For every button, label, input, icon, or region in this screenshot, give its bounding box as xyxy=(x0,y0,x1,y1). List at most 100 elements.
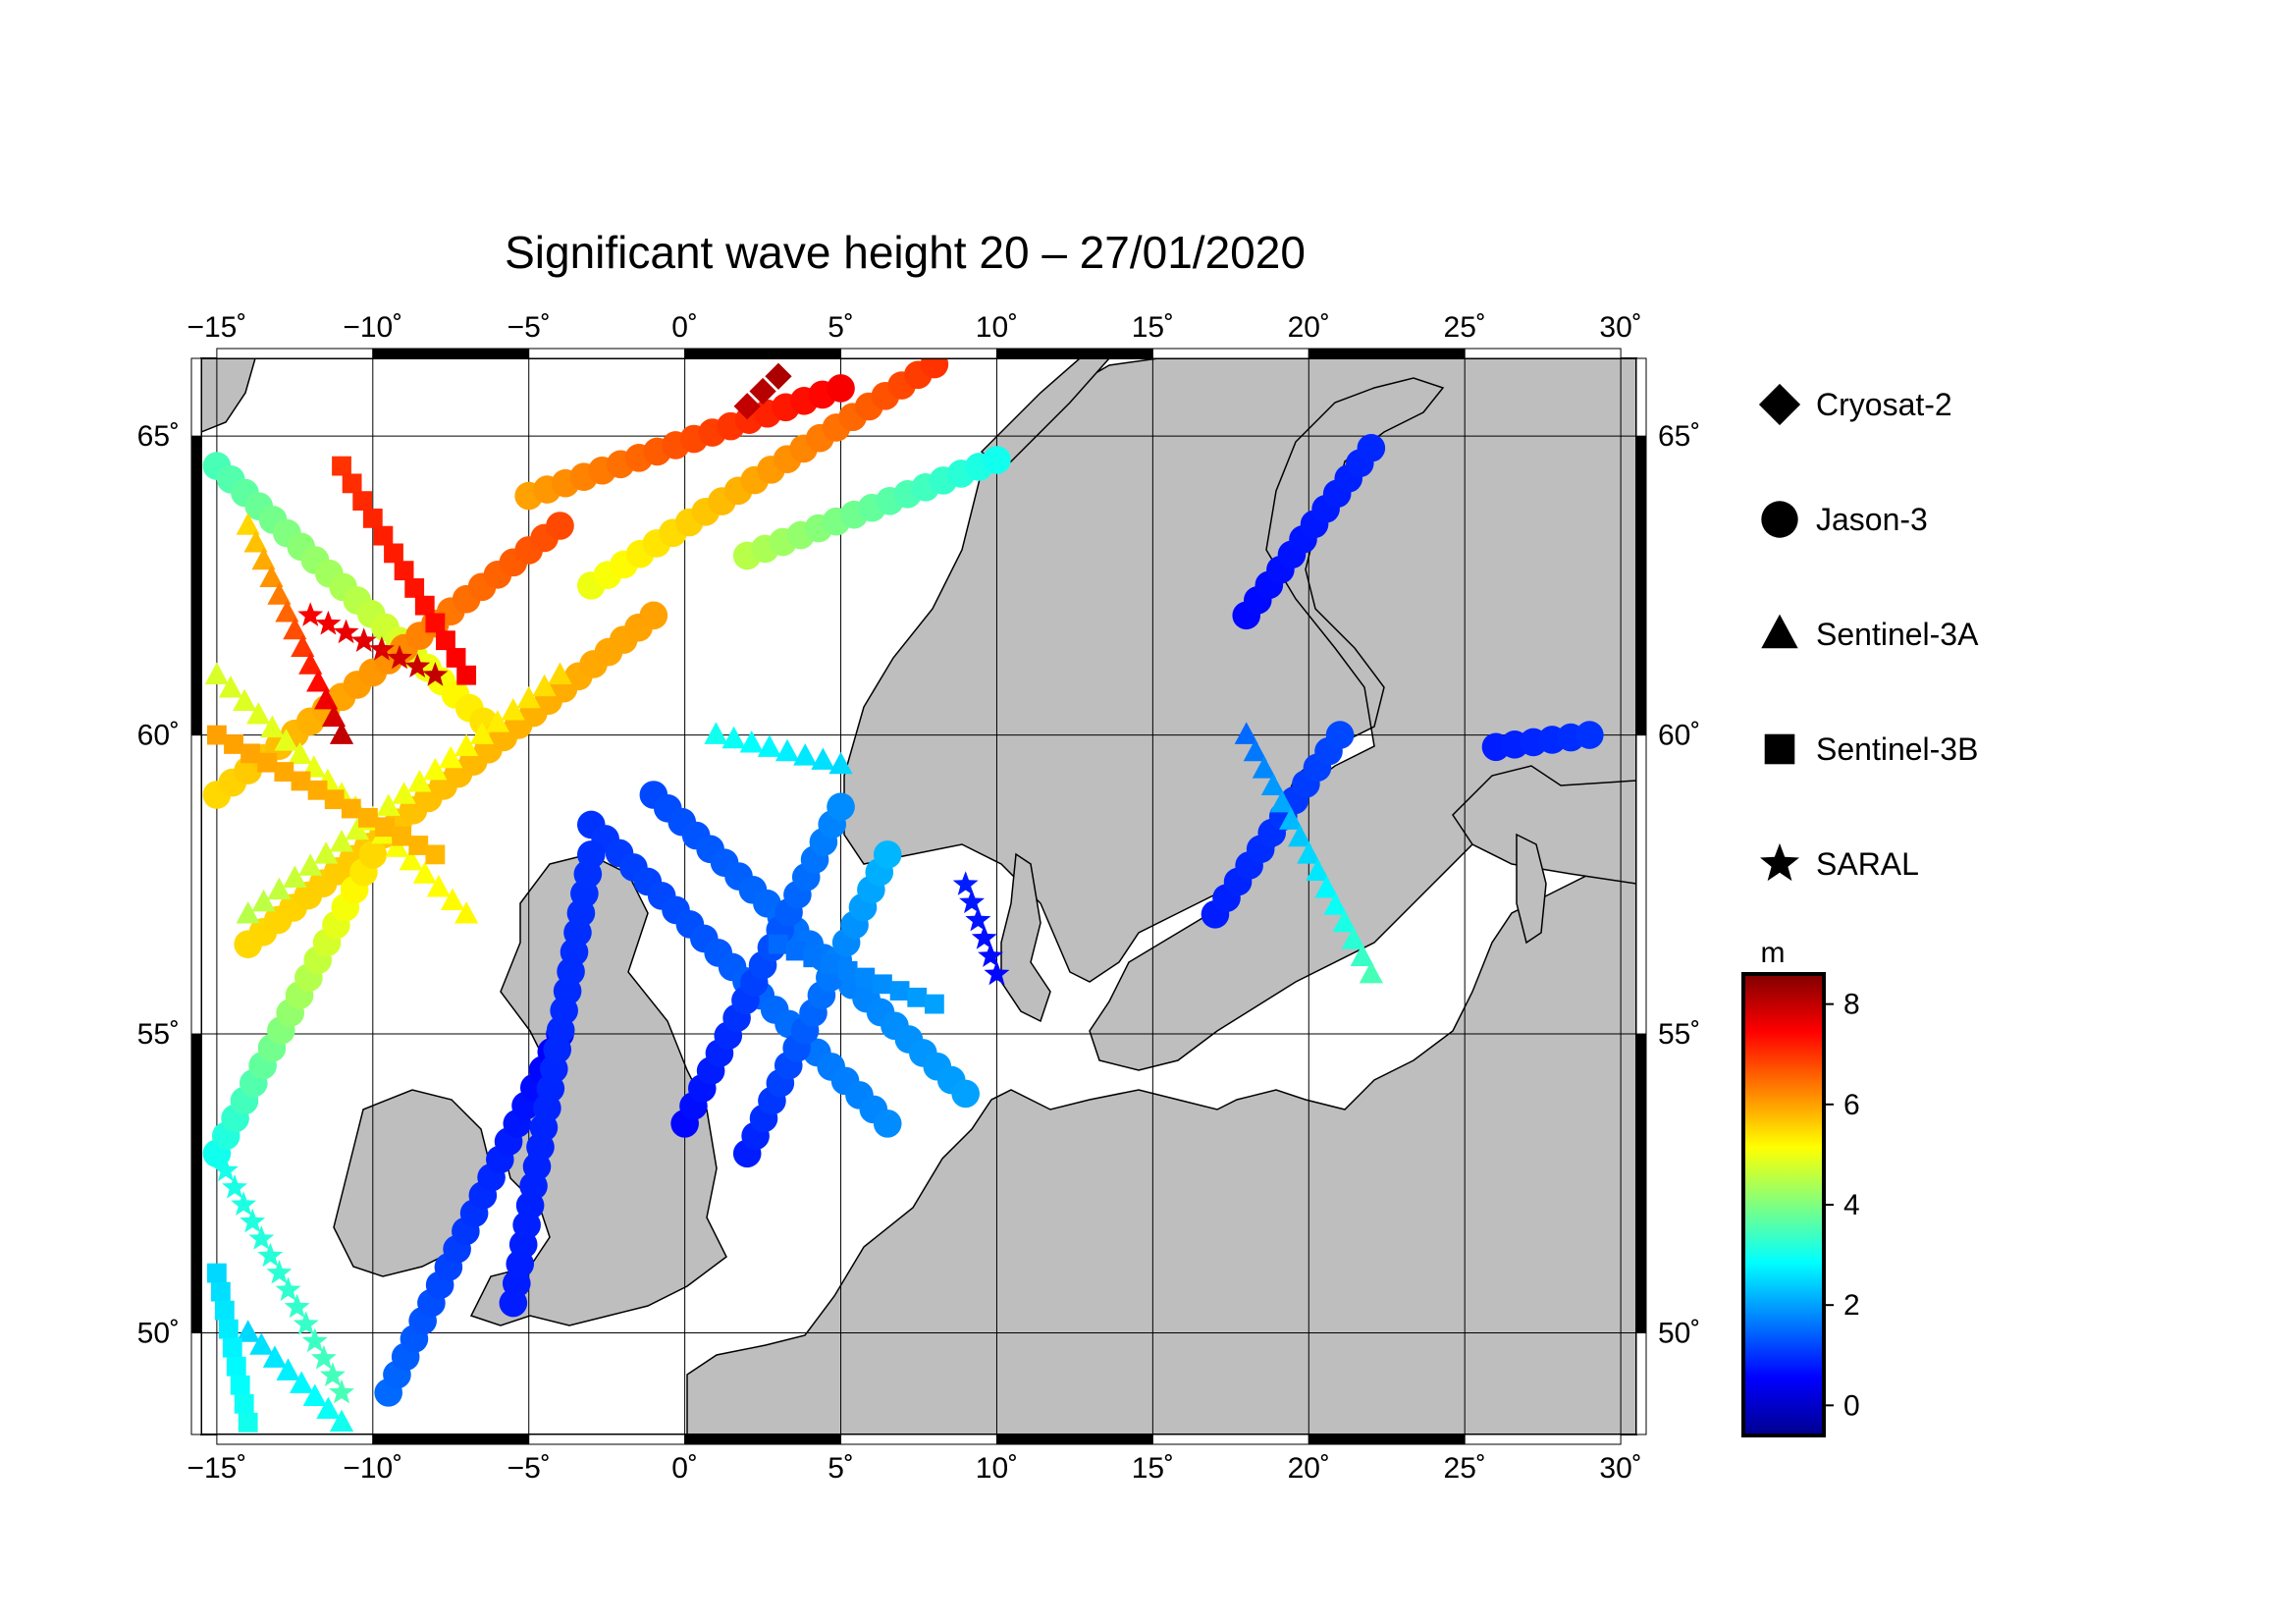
track-point xyxy=(721,726,746,749)
track-point xyxy=(769,934,788,954)
track-point xyxy=(298,853,323,876)
legend-star-icon xyxy=(1760,842,1799,882)
track-point xyxy=(422,662,449,686)
track-point xyxy=(532,674,557,697)
track-point xyxy=(951,1079,980,1109)
lon-tick-label-bottom: −10˚ xyxy=(343,1452,402,1485)
frame-bar-top xyxy=(1308,348,1466,359)
frame-bar-top xyxy=(216,348,374,359)
track-point xyxy=(329,722,354,744)
lon-tick-label-bottom: 25˚ xyxy=(1444,1452,1486,1485)
track-point xyxy=(324,789,345,810)
track-point xyxy=(333,619,359,644)
frame-bar-top xyxy=(840,348,997,359)
track-point xyxy=(376,793,400,816)
track-point xyxy=(276,1358,300,1380)
frame-bar-top xyxy=(372,348,530,359)
colorbar-tick-label: 4 xyxy=(1843,1189,1860,1221)
frame-bar-bottom xyxy=(528,1434,686,1445)
track-point xyxy=(230,1375,250,1395)
track-point xyxy=(446,648,466,668)
track-point xyxy=(855,967,876,988)
track-point xyxy=(1325,721,1355,749)
track-point xyxy=(314,841,339,864)
frame-bar-bottom xyxy=(684,1434,842,1445)
lat-tick-label-left: 65˚ xyxy=(137,420,180,453)
track-point xyxy=(243,530,268,553)
track-point xyxy=(213,1157,239,1182)
lon-tick-label-bottom: −5˚ xyxy=(507,1452,551,1485)
track-point xyxy=(548,662,572,684)
track-point xyxy=(774,738,800,762)
track-point xyxy=(454,733,479,757)
track-point xyxy=(341,798,361,819)
colorbar-tick-label: 2 xyxy=(1843,1289,1860,1322)
track-point xyxy=(297,602,324,626)
track-point xyxy=(262,1345,288,1368)
track-point xyxy=(290,1371,314,1393)
frame-bar-left xyxy=(190,1033,202,1333)
legend-label: Jason-3 xyxy=(1816,502,1928,537)
track-point xyxy=(375,817,395,838)
track-point xyxy=(274,762,294,782)
track-point xyxy=(1314,875,1339,898)
track-point xyxy=(231,1191,257,1216)
frame-bar-right xyxy=(1635,435,1647,736)
track-point xyxy=(342,473,362,494)
track-point xyxy=(236,901,260,924)
track-point xyxy=(226,1356,246,1377)
frame-bar-right xyxy=(1635,357,1647,437)
track-point xyxy=(329,1379,354,1404)
track-point xyxy=(240,743,261,764)
legend-label: Sentinel-3B xyxy=(1816,731,1978,767)
frame-bar-left xyxy=(190,435,202,736)
track-point xyxy=(316,1396,341,1420)
track-point xyxy=(224,734,243,754)
track-point xyxy=(222,1174,247,1199)
track-point xyxy=(222,1337,242,1358)
track-point xyxy=(218,1319,239,1339)
track-point xyxy=(345,817,370,840)
track-point xyxy=(291,771,311,791)
track-point xyxy=(739,730,764,753)
legend-triangle-icon xyxy=(1761,614,1798,649)
lat-tick-label-right: 50˚ xyxy=(1658,1317,1700,1349)
track-point xyxy=(249,1332,274,1355)
frame-border-bars xyxy=(190,348,1647,1445)
frame-bar-bottom xyxy=(840,1434,997,1445)
track-point xyxy=(284,1293,310,1319)
track-point xyxy=(204,662,229,684)
track-point xyxy=(454,901,479,924)
lat-tick-label-left: 60˚ xyxy=(137,720,180,752)
satellite-legend: Cryosat-2 Jason-3 Sentinel-3A Sentinel-3B SA… xyxy=(1758,383,1979,882)
track-point xyxy=(257,752,278,773)
track-point xyxy=(1269,789,1295,813)
colorbar-tick-label: 8 xyxy=(1843,989,1860,1021)
lon-tick-label-bottom: 20˚ xyxy=(1288,1452,1330,1485)
track-point xyxy=(436,630,455,651)
colorbar-unit: m xyxy=(1761,937,1786,969)
track-point xyxy=(218,676,243,698)
frame-bar-right xyxy=(1635,734,1647,1035)
land-iceland-edge xyxy=(201,358,256,433)
track-point xyxy=(373,525,394,546)
track-point xyxy=(1243,738,1267,762)
track-point xyxy=(234,1393,254,1414)
track-point xyxy=(1359,960,1383,984)
frame-bar-bottom xyxy=(372,1434,530,1445)
track-point xyxy=(301,1327,328,1353)
lon-tick-label-bottom: 0˚ xyxy=(671,1452,698,1485)
land-continent xyxy=(686,863,1636,1434)
track-point xyxy=(765,362,792,390)
track-point xyxy=(440,888,465,910)
track-point xyxy=(248,1225,275,1250)
track-point xyxy=(368,636,395,661)
track-point xyxy=(246,702,271,725)
track-point xyxy=(439,745,463,769)
land-gotland xyxy=(1516,833,1547,945)
track-point xyxy=(889,981,910,1001)
track-point xyxy=(236,513,260,535)
track-point xyxy=(408,836,429,855)
track-point xyxy=(793,743,818,766)
